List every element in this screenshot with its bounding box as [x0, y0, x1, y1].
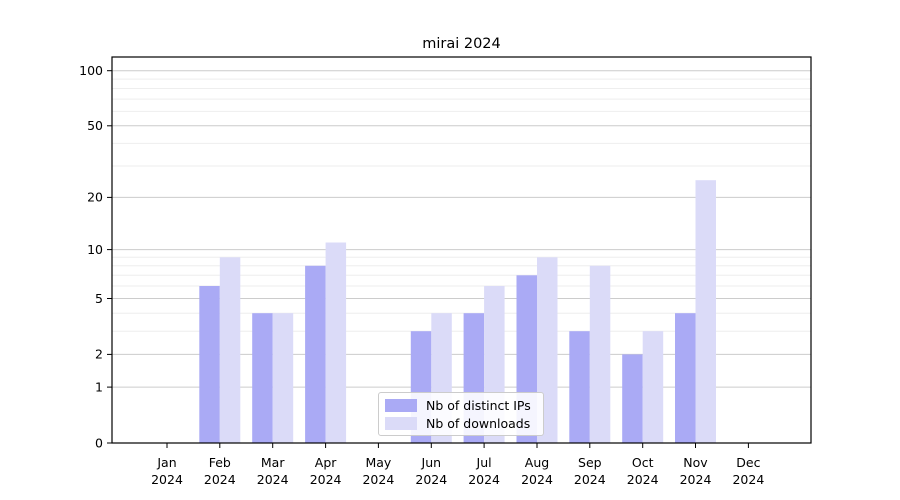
x-tick-label-month: Feb — [209, 455, 231, 470]
x-tick-label-year: 2024 — [362, 472, 394, 487]
bar-ips-apr — [305, 265, 326, 443]
legend-label-downloads: Nb of downloads — [426, 415, 531, 431]
x-tick-label-year: 2024 — [468, 472, 500, 487]
legend-item-downloads: Nb of downloads — [385, 414, 537, 432]
bar-downloads-sep — [589, 265, 611, 443]
x-tick-label-year: 2024 — [680, 472, 712, 487]
y-tick-label: 100 — [79, 63, 103, 78]
bar-downloads-apr — [325, 242, 347, 443]
bar-downloads-mar — [272, 313, 294, 443]
bar-downloads-feb — [219, 257, 241, 443]
x-tick-label-year: 2024 — [204, 472, 236, 487]
y-tick-label: 5 — [95, 291, 103, 306]
y-tick-label: 20 — [87, 190, 103, 205]
x-tick-label-month: Aug — [525, 455, 549, 470]
y-tick-label: 10 — [87, 242, 103, 257]
x-tick-label-month: Oct — [632, 455, 654, 470]
bar-ips-mar — [252, 313, 273, 443]
x-tick-label-month: Mar — [261, 455, 285, 470]
x-tick-label-month: Jul — [476, 455, 492, 470]
legend: Nb of distinct IPs Nb of downloads — [378, 392, 544, 436]
y-tick-label: 1 — [95, 379, 103, 394]
y-tick-label: 50 — [87, 118, 103, 133]
bar-ips-feb — [199, 286, 220, 443]
legend-swatch-distinct-ips — [385, 398, 417, 412]
x-tick-label-month: Sep — [578, 455, 602, 470]
x-tick-label-month: Jun — [421, 455, 442, 470]
x-tick-label-year: 2024 — [627, 472, 659, 487]
x-tick-label-year: 2024 — [151, 472, 183, 487]
x-tick-label-month: Dec — [736, 455, 760, 470]
chart-title: mirai 2024 — [422, 36, 501, 52]
x-tick-label-month: May — [365, 455, 391, 470]
x-tick-label-month: Nov — [683, 455, 708, 470]
bar-ips-sep — [569, 331, 590, 443]
x-tick-label-year: 2024 — [310, 472, 342, 487]
x-tick-label-month: Apr — [315, 455, 337, 470]
bar-ips-nov — [675, 313, 696, 443]
bar-downloads-nov — [695, 180, 716, 443]
x-tick-label-year: 2024 — [574, 472, 606, 487]
legend-swatch-downloads — [385, 416, 417, 430]
bar-downloads-oct — [642, 331, 664, 443]
y-tick-label: 0 — [95, 435, 103, 450]
x-tick-label-month: Jan — [156, 455, 176, 470]
x-tick-label-year: 2024 — [415, 472, 447, 487]
bar-ips-oct — [622, 354, 643, 443]
x-tick-label-year: 2024 — [732, 472, 764, 487]
legend-label-distinct-ips: Nb of distinct IPs — [426, 397, 531, 413]
x-tick-label-year: 2024 — [521, 472, 553, 487]
y-tick-label: 2 — [95, 347, 103, 362]
x-tick-label-year: 2024 — [257, 472, 289, 487]
legend-item-distinct-ips: Nb of distinct IPs — [385, 396, 537, 414]
